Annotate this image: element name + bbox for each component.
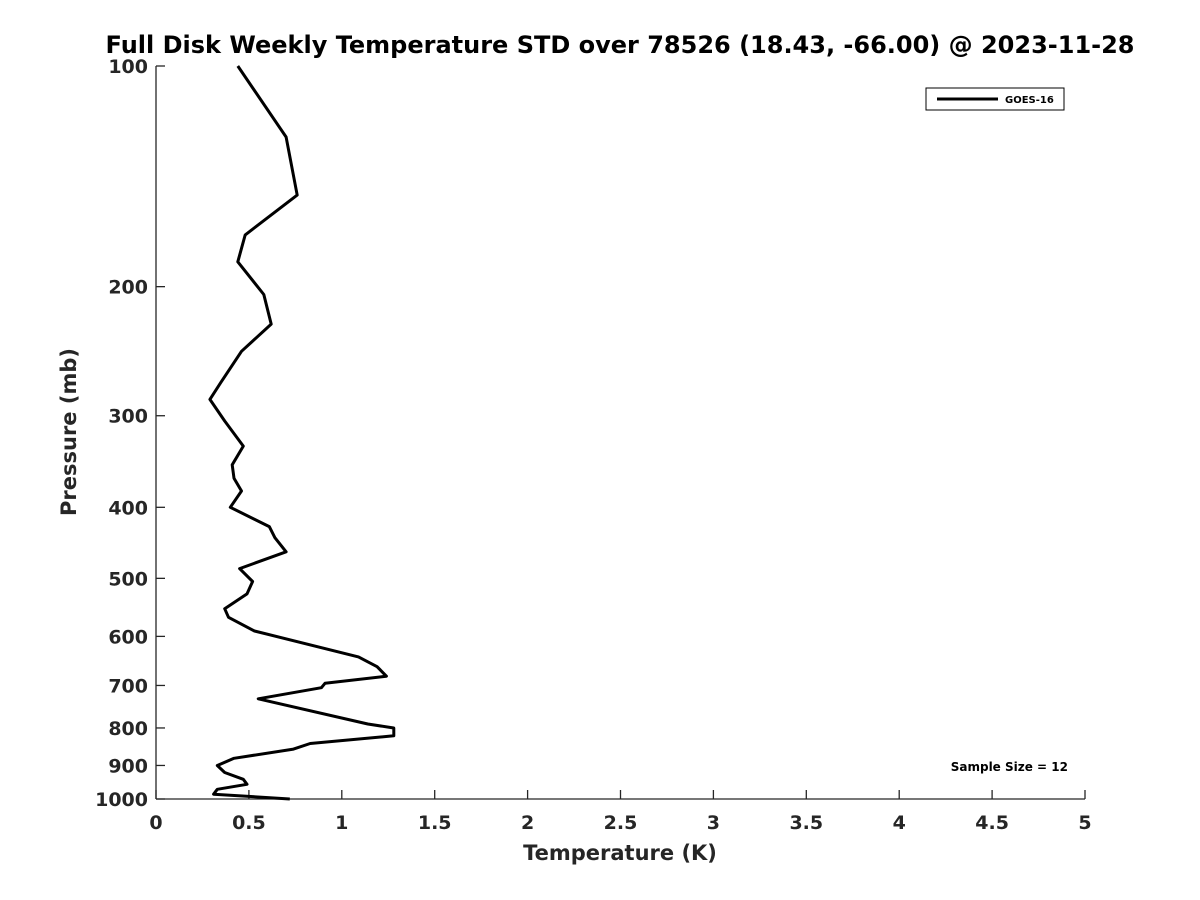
x-tick-label: 3 xyxy=(707,812,720,834)
y-tick-label: 100 xyxy=(108,56,148,78)
x-tick-label: 0 xyxy=(149,812,162,834)
x-tick-label: 5 xyxy=(1078,812,1091,834)
x-ticks: 0 0.5 1 1.5 2 2.5 3 3.5 4 4.5 5 xyxy=(149,790,1092,834)
y-ticks: 100 200 300 400 500 600 700 800 900 1000 xyxy=(95,56,165,811)
y-tick-label: 1000 xyxy=(95,789,148,811)
x-tick-label: 0.5 xyxy=(232,812,266,834)
y-tick-label: 200 xyxy=(108,277,148,299)
x-tick-label: 4 xyxy=(893,812,906,834)
x-tick-label: 3.5 xyxy=(789,812,823,834)
x-tick-label: 4.5 xyxy=(975,812,1009,834)
plot-area: 0 0.5 1 1.5 2 2.5 3 3.5 4 4.5 5 100 200 300 400 500 600… xyxy=(95,56,1092,834)
y-axis-label: Pressure (mb) xyxy=(57,348,81,516)
y-tick-label: 300 xyxy=(108,406,148,428)
legend-label-goes16: GOES-16 xyxy=(1005,95,1054,106)
x-tick-label: 2.5 xyxy=(604,812,638,834)
x-axis-label: Temperature (K) xyxy=(523,841,717,865)
y-tick-label: 900 xyxy=(108,755,148,777)
y-tick-label: 400 xyxy=(108,497,148,519)
y-tick-label: 800 xyxy=(108,718,148,740)
sample-size-annotation: Sample Size = 12 xyxy=(951,760,1068,774)
series-line-goes16 xyxy=(208,65,396,801)
chart-title: Full Disk Weekly Temperature STD over 78… xyxy=(106,31,1135,59)
y-tick-label: 700 xyxy=(108,675,148,697)
y-tick-label: 600 xyxy=(108,626,148,648)
x-tick-label: 2 xyxy=(521,812,534,834)
legend: GOES-16 xyxy=(925,87,1065,111)
x-tick-label: 1 xyxy=(335,812,348,834)
y-tick-label: 500 xyxy=(108,568,148,590)
x-tick-label: 1.5 xyxy=(418,812,452,834)
